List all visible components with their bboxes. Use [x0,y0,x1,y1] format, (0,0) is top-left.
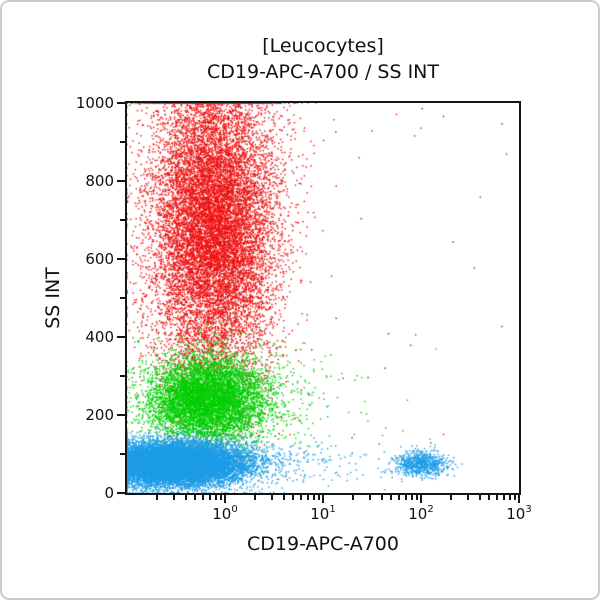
y-tick-label: 600 [85,250,114,268]
y-axis-title: SS INT [42,267,64,329]
y-minor-tick [120,453,125,455]
x-minor-tick [155,495,158,500]
x-minor-tick [292,495,295,500]
x-minor-tick [466,495,469,500]
x-minor-tick [415,495,418,500]
x-minor-tick [502,495,505,500]
x-minor-tick [185,495,187,500]
x-major-tick [518,495,520,503]
x-minor-tick [300,495,303,500]
x-minor-tick [317,495,320,500]
y-major-tick [117,414,125,416]
x-minor-tick [351,495,354,500]
x-minor-tick [194,495,197,500]
y-major-tick [117,336,125,338]
plot-title-block: [Leucocytes] CD19-APC-A700 / SS INT [125,33,521,85]
y-major-tick [117,180,125,182]
x-minor-tick [390,495,393,500]
x-major-tick [322,495,324,503]
y-tick-label: 200 [85,406,114,424]
x-minor-tick [508,495,511,500]
x-minor-tick [410,495,413,500]
x-axis-title: CD19-APC-A700 [247,533,399,555]
x-minor-tick [404,495,407,500]
x-minor-tick [398,495,401,500]
y-tick-label: 0 [104,484,114,502]
x-minor-tick [219,495,222,500]
x-minor-tick [496,495,499,500]
x-minor-tick [202,495,205,500]
x-tick-label: 101 [310,504,336,523]
y-tick-label: 400 [85,328,114,346]
x-major-tick [224,495,226,503]
x-minor-tick [253,495,256,500]
y-minor-tick [120,141,125,143]
y-major-tick [117,492,125,494]
scatter-canvas [127,103,519,493]
x-minor-tick [283,495,285,500]
x-minor-tick [208,495,211,500]
x-minor-tick [172,495,175,500]
plot-area [125,101,521,495]
y-tick-label: 800 [85,172,114,190]
y-minor-tick [120,375,125,377]
x-minor-tick [214,495,217,500]
x-minor-tick [381,495,383,500]
y-major-tick [117,258,125,260]
x-tick-label: 102 [408,504,434,523]
x-minor-tick [312,495,315,500]
y-minor-tick [120,297,125,299]
x-minor-tick [479,495,481,500]
x-minor-tick [488,495,491,500]
x-tick-label: 103 [506,504,532,523]
x-major-tick [420,495,422,503]
x-minor-tick [270,495,273,500]
x-minor-tick [449,495,452,500]
x-minor-tick [306,495,309,500]
parameters-title: CD19-APC-A700 / SS INT [207,61,439,83]
y-minor-tick [120,219,125,221]
gate-title: [Leucocytes] [262,35,384,57]
x-minor-tick [513,495,516,500]
y-major-tick [117,102,125,104]
x-tick-label: 100 [212,504,238,523]
x-minor-tick [368,495,371,500]
y-tick-label: 1000 [75,94,114,112]
